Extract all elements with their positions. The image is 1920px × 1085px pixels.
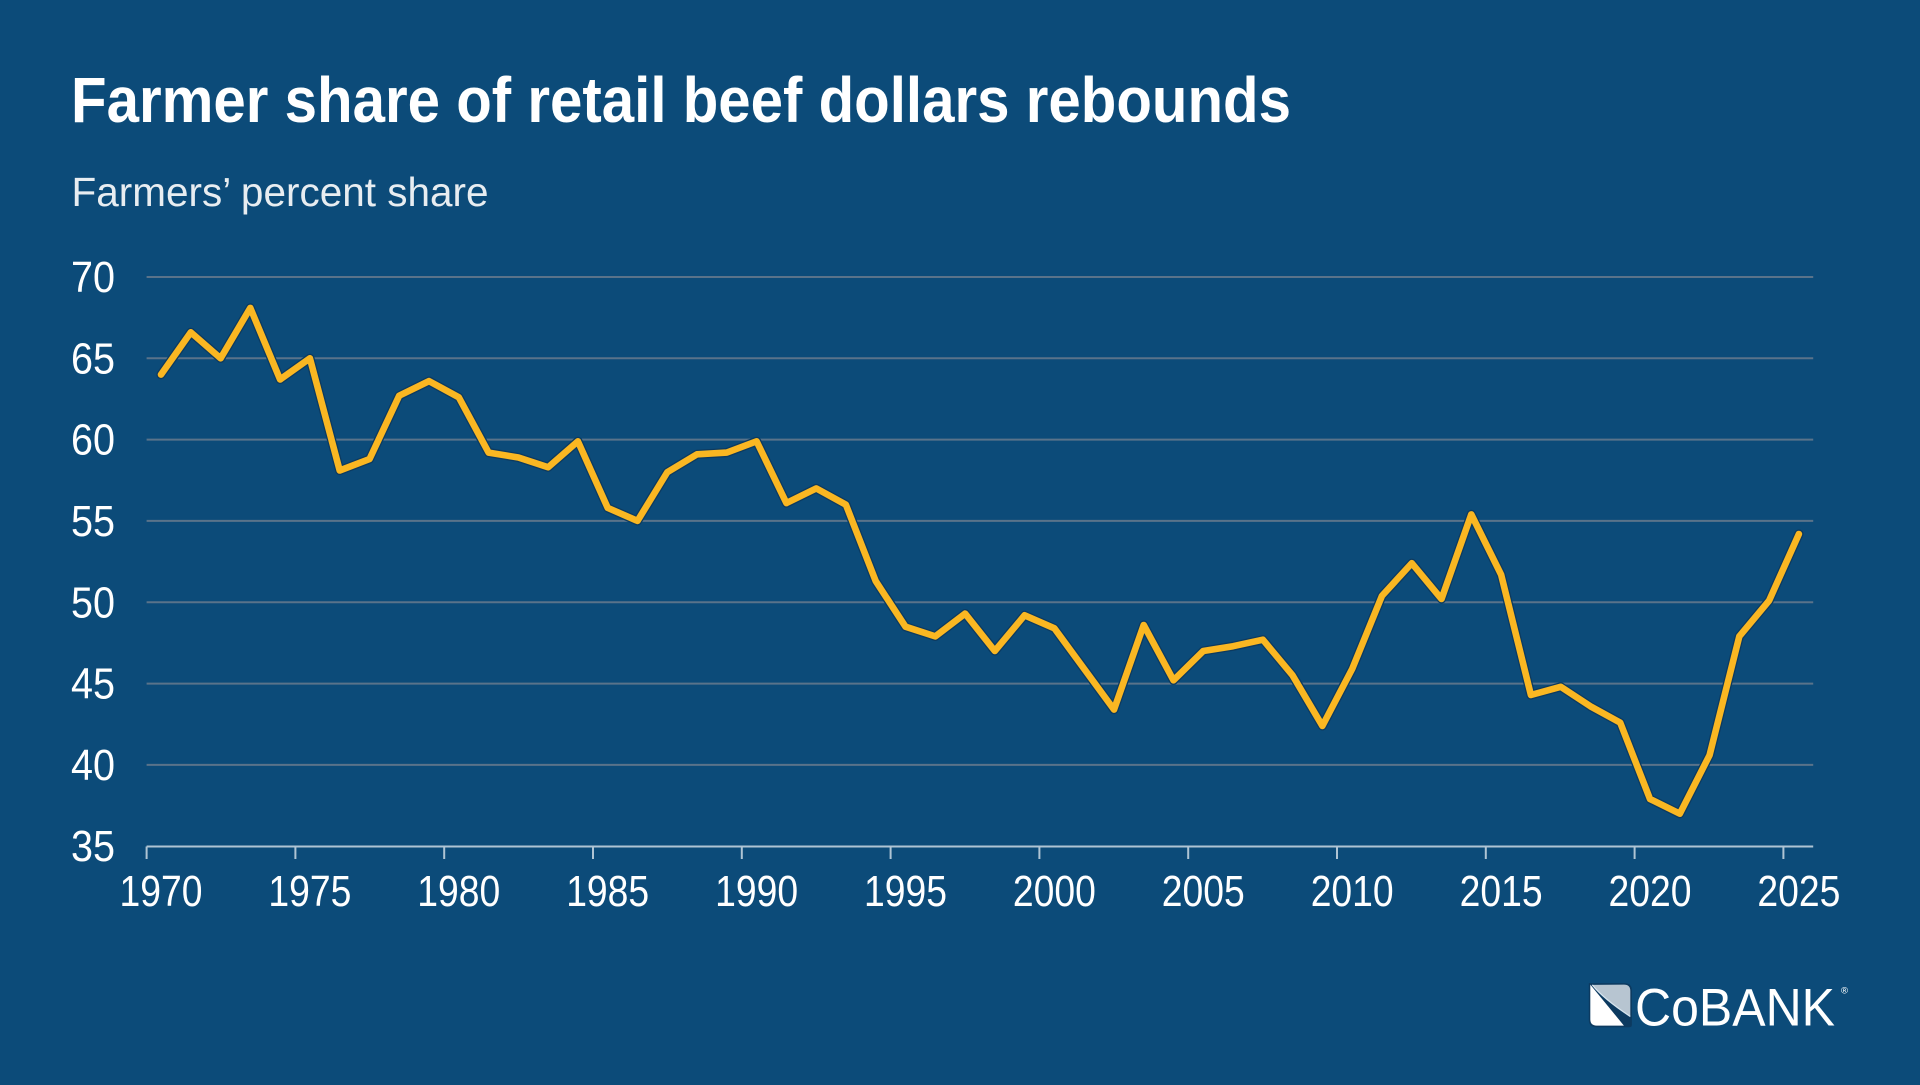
svg-text:45: 45 bbox=[71, 661, 115, 709]
svg-text:2025: 2025 bbox=[1757, 868, 1840, 916]
svg-text:65: 65 bbox=[71, 335, 115, 383]
svg-text:50: 50 bbox=[71, 579, 115, 627]
svg-text:70: 70 bbox=[71, 254, 115, 302]
svg-text:40: 40 bbox=[71, 742, 115, 790]
svg-text:2000: 2000 bbox=[1013, 868, 1096, 916]
svg-text:Farmers’ percent share: Farmers’ percent share bbox=[72, 169, 489, 215]
svg-text:2015: 2015 bbox=[1460, 868, 1543, 916]
svg-text:1995: 1995 bbox=[864, 868, 947, 916]
svg-text:2010: 2010 bbox=[1311, 868, 1394, 916]
svg-text:CoBANK: CoBANK bbox=[1635, 979, 1835, 1038]
svg-text:1985: 1985 bbox=[566, 868, 649, 916]
svg-text:1975: 1975 bbox=[268, 868, 351, 916]
svg-text:1980: 1980 bbox=[417, 868, 500, 916]
svg-text:®: ® bbox=[1841, 985, 1848, 996]
svg-text:2020: 2020 bbox=[1609, 868, 1692, 916]
svg-text:1990: 1990 bbox=[715, 868, 798, 916]
svg-text:Farmer share of retail beef do: Farmer share of retail beef dollars rebo… bbox=[71, 64, 1291, 136]
svg-text:2005: 2005 bbox=[1162, 868, 1245, 916]
svg-text:55: 55 bbox=[71, 498, 115, 546]
svg-text:60: 60 bbox=[71, 417, 115, 465]
svg-text:1970: 1970 bbox=[120, 868, 203, 916]
svg-text:35: 35 bbox=[71, 823, 115, 871]
